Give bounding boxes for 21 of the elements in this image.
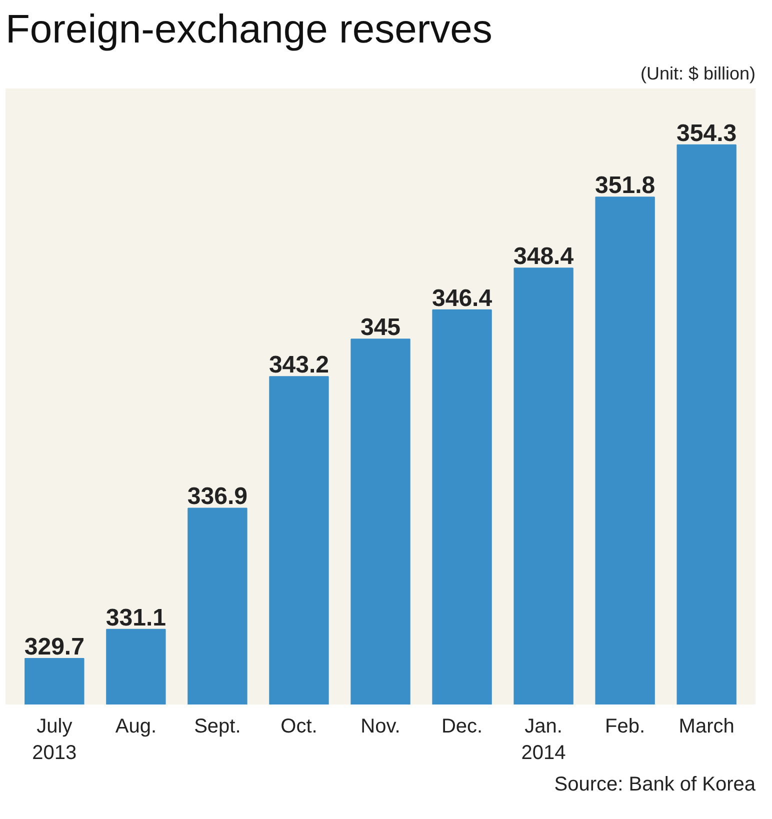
x-tick-label: Jan. 2014 xyxy=(521,716,566,764)
data-label: 348.4 xyxy=(514,243,574,270)
x-tick-label: March xyxy=(678,716,734,738)
data-label: 346.4 xyxy=(432,284,493,312)
x-tick-label: Aug. xyxy=(115,716,157,738)
data-label: 354.3 xyxy=(676,120,737,147)
data-label: 329.7 xyxy=(24,634,84,661)
source-note: Source: Bank of Korea xyxy=(554,774,756,796)
data-label: 331.1 xyxy=(106,604,166,632)
x-tick-label: Sept. xyxy=(194,716,241,738)
x-tick-label: July 2013 xyxy=(32,716,77,764)
data-label: 351.8 xyxy=(595,172,656,200)
chart-title: Foreign-exchange reserves xyxy=(6,8,492,52)
text: (Unit: $ billion) xyxy=(640,64,756,84)
data-label: 343.2 xyxy=(268,352,330,379)
data-label: 336.9 xyxy=(187,483,248,510)
data-label: 345 xyxy=(360,314,401,342)
x-tick-label: Nov. xyxy=(360,716,400,738)
x-tick-label: Feb. xyxy=(605,716,646,738)
x-tick-label: Oct. xyxy=(280,716,318,738)
x-tick-label: Dec. xyxy=(441,716,483,738)
